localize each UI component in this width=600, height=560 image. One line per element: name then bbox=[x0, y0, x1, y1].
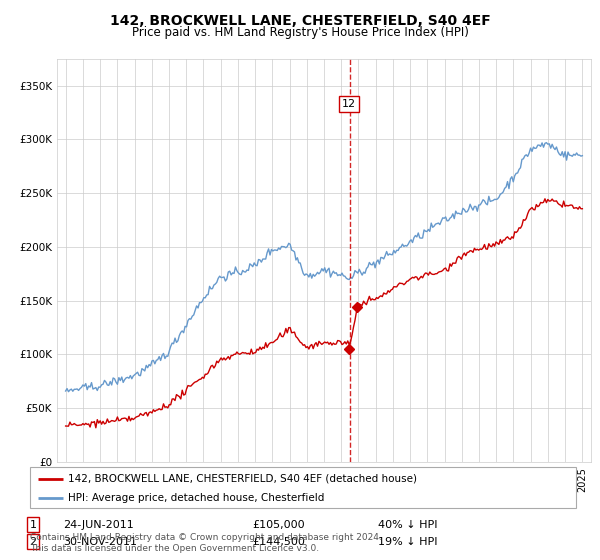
Text: £105,000: £105,000 bbox=[252, 520, 305, 530]
Text: 12: 12 bbox=[342, 99, 356, 109]
Text: 2: 2 bbox=[29, 536, 37, 547]
Text: HPI: Average price, detached house, Chesterfield: HPI: Average price, detached house, Ches… bbox=[68, 493, 325, 503]
Text: 142, BROCKWELL LANE, CHESTERFIELD, S40 4EF (detached house): 142, BROCKWELL LANE, CHESTERFIELD, S40 4… bbox=[68, 474, 417, 484]
Text: £144,500: £144,500 bbox=[252, 536, 305, 547]
Text: Contains HM Land Registry data © Crown copyright and database right 2024.
This d: Contains HM Land Registry data © Crown c… bbox=[30, 533, 382, 553]
Text: 1: 1 bbox=[29, 520, 37, 530]
Text: 24-JUN-2011: 24-JUN-2011 bbox=[63, 520, 134, 530]
Text: Price paid vs. HM Land Registry's House Price Index (HPI): Price paid vs. HM Land Registry's House … bbox=[131, 26, 469, 39]
Text: 30-NOV-2011: 30-NOV-2011 bbox=[63, 536, 137, 547]
Text: 142, BROCKWELL LANE, CHESTERFIELD, S40 4EF: 142, BROCKWELL LANE, CHESTERFIELD, S40 4… bbox=[110, 14, 490, 28]
Text: 40% ↓ HPI: 40% ↓ HPI bbox=[378, 520, 437, 530]
Text: 19% ↓ HPI: 19% ↓ HPI bbox=[378, 536, 437, 547]
FancyBboxPatch shape bbox=[30, 467, 576, 508]
